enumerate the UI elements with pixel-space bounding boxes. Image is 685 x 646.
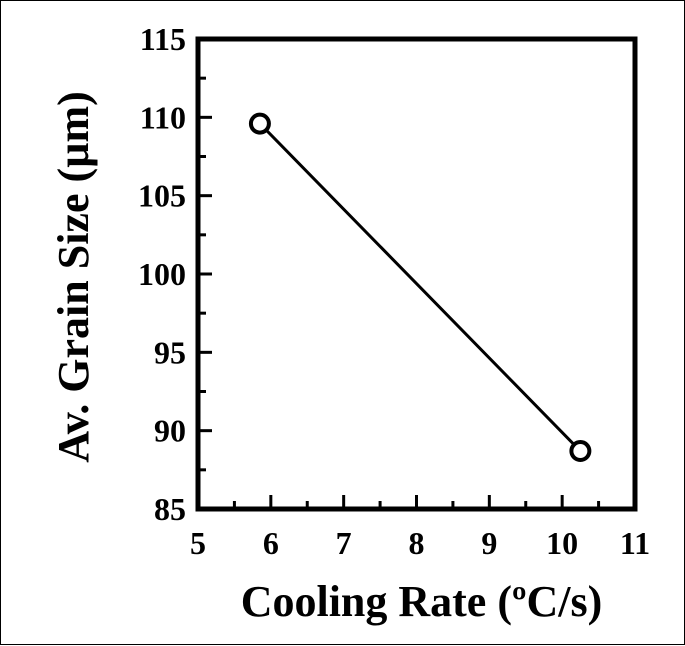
series-line <box>258 122 582 453</box>
x-axis-ticks: 5 6 7 8 9 10 11 <box>190 495 650 561</box>
x-axis-title: Cooling Rate (ºC/s) <box>241 577 603 626</box>
x-tick-label: 7 <box>336 525 352 561</box>
y-tick-label: 90 <box>154 413 186 449</box>
y-tick-label: 115 <box>140 21 186 57</box>
x-tick-label: 11 <box>620 525 650 561</box>
y-tick-label: 105 <box>138 178 186 214</box>
series-layer <box>248 112 592 463</box>
y-tick-label: 110 <box>140 99 186 135</box>
y-axis-ticks: 85 90 95 100 105 110 115 <box>138 21 212 527</box>
x-tick-label: 8 <box>409 525 425 561</box>
data-point <box>569 440 592 463</box>
plot-area <box>195 36 638 512</box>
x-tick-label: 10 <box>546 525 578 561</box>
x-tick-label: 5 <box>190 525 206 561</box>
y-tick-label: 85 <box>154 491 186 527</box>
y-tick-label: 100 <box>138 256 186 292</box>
data-point <box>248 112 271 135</box>
x-tick-label: 9 <box>481 525 497 561</box>
y-tick-label: 95 <box>154 334 186 370</box>
x-tick-label: 6 <box>263 525 279 561</box>
y-axis-title: Av. Grain Size (µm) <box>49 91 98 463</box>
